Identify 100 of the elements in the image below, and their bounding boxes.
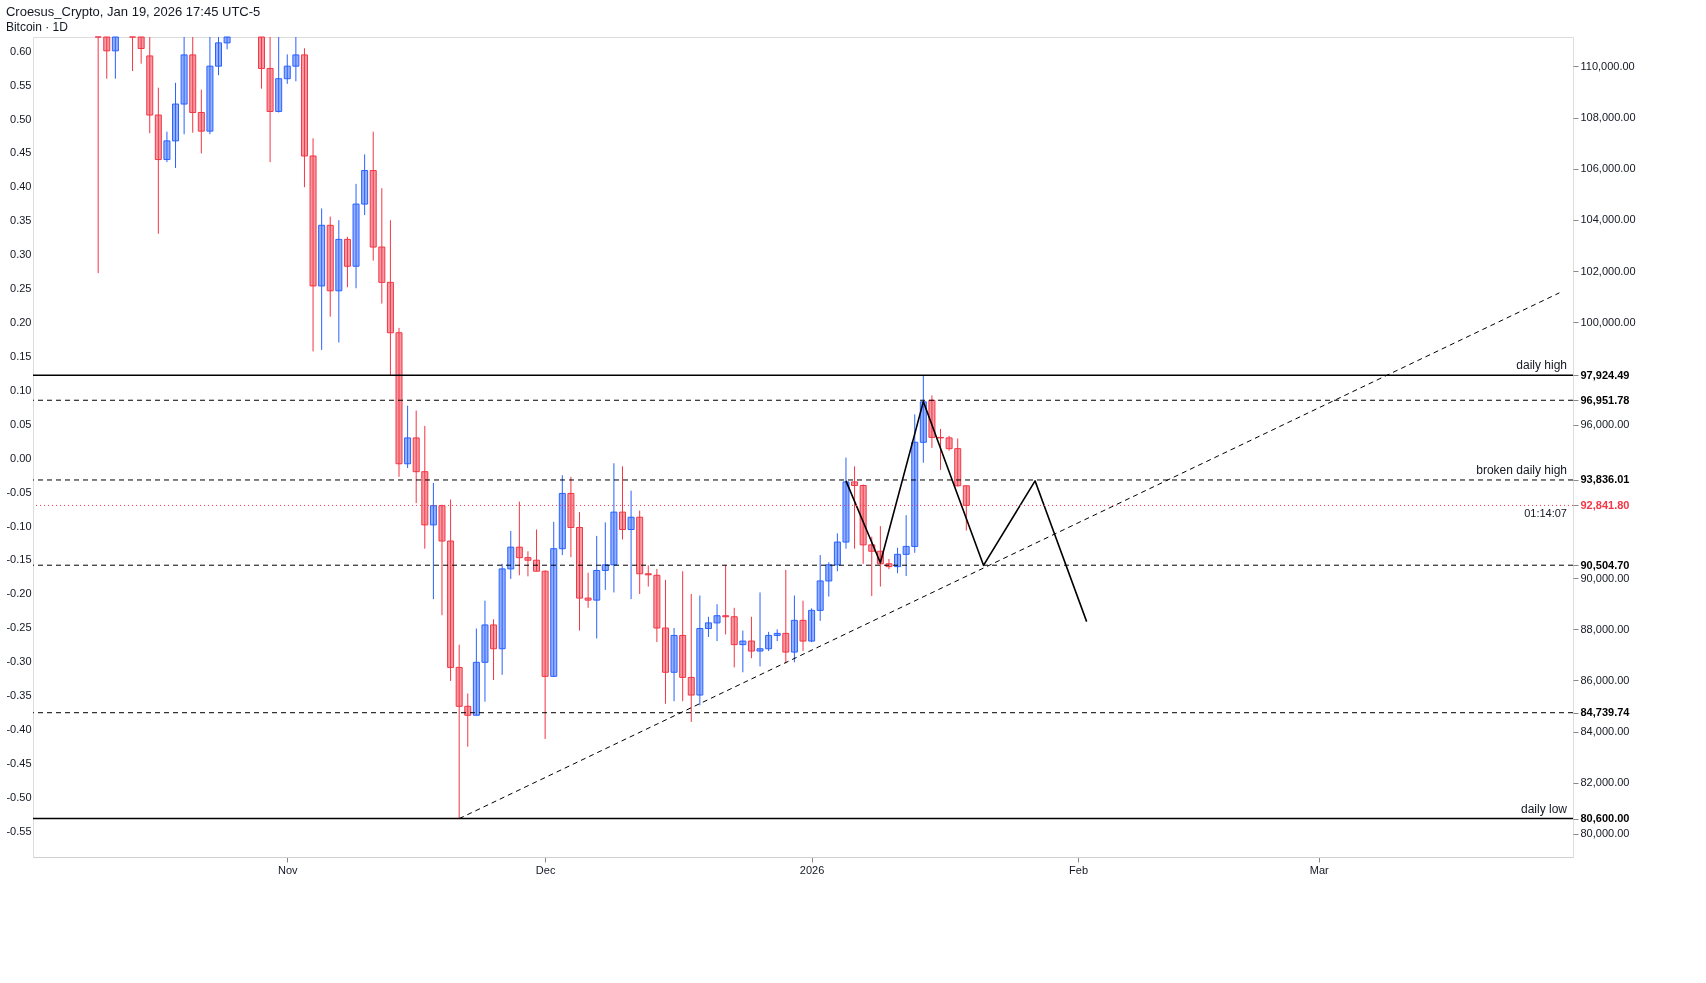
y2-tick-label: -0.30 <box>6 655 32 668</box>
y-tick-label: 84,739.74 <box>1580 706 1631 719</box>
y2-tick-label: 0.25 <box>10 282 32 295</box>
candlestick <box>937 428 945 471</box>
candlestick <box>257 36 265 90</box>
candlestick <box>825 561 833 598</box>
candlestick <box>687 593 695 723</box>
ref-line-label: daily low <box>1520 801 1568 816</box>
y2-tick-label: -0.20 <box>6 587 32 600</box>
candlestick <box>111 36 119 80</box>
candlestick <box>275 36 283 113</box>
candlestick <box>524 550 532 577</box>
candlestick <box>464 693 472 748</box>
ref-line-label: daily high <box>1516 358 1567 373</box>
candlestick <box>945 435 953 452</box>
candlestick <box>584 572 592 609</box>
candlestick <box>172 82 180 169</box>
y-tick-label: 108,000.00 <box>1580 111 1636 124</box>
y-tick-label: 96,000.00 <box>1580 418 1630 431</box>
y-tick-label: 110,000.00 <box>1580 59 1635 72</box>
y2-tick-label: -0.40 <box>6 722 32 735</box>
candlestick <box>163 131 171 163</box>
y-tick-label: 90,000.00 <box>1580 571 1630 584</box>
candlestick <box>326 216 334 318</box>
candlestick <box>343 236 351 288</box>
candlestick <box>782 569 790 664</box>
y2-tick-label: 0.45 <box>10 146 32 159</box>
candlestick <box>378 187 386 305</box>
y2-tick-label: 0.55 <box>10 78 32 91</box>
candlestick <box>808 607 816 643</box>
candlestick <box>722 564 730 635</box>
candlestick <box>593 535 601 639</box>
candlestick <box>713 603 721 642</box>
x-tick-label: Nov <box>277 863 299 876</box>
y2-tick-label: 0.00 <box>10 451 32 464</box>
y2-tick-label: -0.35 <box>6 689 32 702</box>
candlestick <box>541 569 549 740</box>
candlestick <box>739 630 747 673</box>
y2-tick-label: 0.15 <box>10 349 32 362</box>
candlestick <box>644 564 652 588</box>
candlestick <box>756 591 764 667</box>
candlestick <box>833 532 841 572</box>
candlestick <box>490 618 498 681</box>
candlestick <box>154 87 162 235</box>
y-tick-label: 90,504.70 <box>1580 558 1630 571</box>
x-tick-label: Dec <box>535 863 556 876</box>
ref-line-label: broken daily high <box>1476 462 1567 477</box>
y-tick-label: 100,000.00 <box>1580 315 1636 328</box>
y2-tick-label: 0.50 <box>10 112 32 125</box>
candlestick <box>180 36 188 135</box>
candlestick <box>653 568 661 643</box>
candlestick <box>576 511 584 632</box>
candlestick <box>429 482 437 600</box>
y-tick-label: 86,000.00 <box>1580 673 1630 686</box>
candlestick <box>747 616 755 659</box>
candlestick <box>842 457 850 550</box>
candlestick <box>704 616 712 638</box>
y2-tick-label: 0.10 <box>10 383 32 396</box>
y-tick-label: 80,600.00 <box>1580 812 1630 825</box>
candlestick <box>911 413 919 554</box>
candlestick <box>197 89 205 154</box>
y-tick-label: 82,000.00 <box>1580 776 1630 789</box>
candlestick <box>189 36 197 134</box>
candlestick <box>902 514 910 577</box>
candlestick <box>472 628 480 716</box>
candlestick <box>412 410 420 504</box>
y2-tick-label: 0.05 <box>10 417 32 430</box>
candlestick <box>670 627 678 702</box>
candlestick <box>610 462 618 593</box>
candlestick <box>601 521 609 591</box>
y2-tick-label: -0.25 <box>6 621 32 634</box>
candlestick <box>730 607 738 668</box>
candlestick <box>498 563 506 676</box>
y2-tick-label: 0.60 <box>10 44 32 57</box>
candlestick <box>386 219 394 376</box>
candlestick <box>954 437 962 488</box>
candlestick <box>129 36 137 72</box>
candlestick <box>300 47 308 188</box>
candlestick <box>773 628 781 642</box>
candlestick <box>292 36 300 82</box>
y2-tick-label: -0.05 <box>6 485 32 498</box>
y-tick-label: 88,000.00 <box>1580 622 1630 635</box>
chart-title: Croesus_Crypto, Jan 19, 2026 17:45 UTC-5 <box>5 3 261 19</box>
y-tick-label: 97,924.49 <box>1580 368 1630 381</box>
y2-tick-label: -0.55 <box>6 824 32 837</box>
x-tick-label: Mar <box>1309 863 1330 876</box>
y2-tick-label: -0.10 <box>6 519 32 532</box>
candlestick <box>550 521 558 677</box>
y2-tick-label: 0.30 <box>10 248 32 261</box>
y-tick-label: 92,841.80 <box>1580 498 1630 511</box>
candlestick <box>146 36 154 134</box>
candlestick <box>799 600 807 652</box>
y-tick-label: 106,000.00 <box>1580 162 1636 175</box>
candlestick <box>765 631 773 652</box>
candlestick <box>627 490 635 600</box>
candlestick <box>369 131 377 262</box>
candlestick <box>679 570 687 702</box>
y2-tick-label: -0.15 <box>6 553 32 566</box>
candlestick <box>816 554 824 622</box>
candlestick <box>309 137 317 352</box>
